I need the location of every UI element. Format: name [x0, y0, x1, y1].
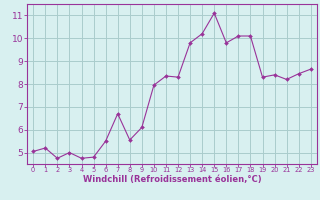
X-axis label: Windchill (Refroidissement éolien,°C): Windchill (Refroidissement éolien,°C) [83, 175, 261, 184]
